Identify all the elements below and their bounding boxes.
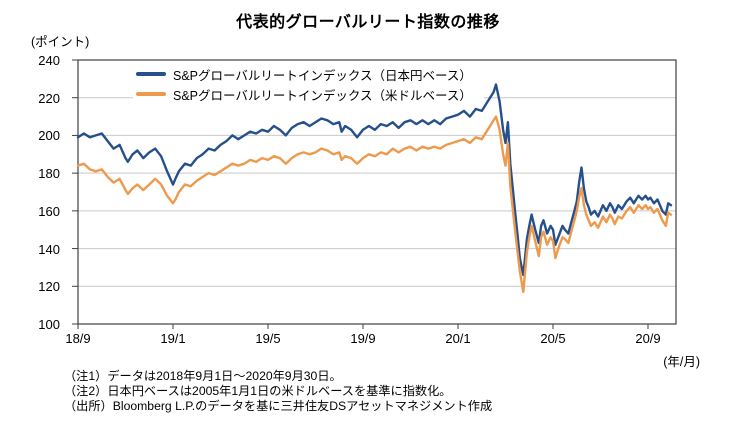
plot-border: [77, 59, 677, 325]
legend-item-jpy-base: S&Pグローバルリートインデックス（日本円ベース）: [133, 64, 484, 84]
x-axis-label-20/1: 20/1: [445, 331, 471, 346]
x-axis-label-18/9: 18/9: [65, 331, 91, 346]
y-axis-label-100: 100: [38, 317, 60, 332]
y-axis-label-180: 180: [38, 166, 60, 182]
y-axis-label-140: 140: [38, 241, 60, 257]
legend-label-usd: S&Pグローバルリートインデックス（米ドルベース）: [173, 88, 472, 103]
x-axis-label-20/5: 20/5: [540, 331, 566, 346]
legend: S&Pグローバルリートインデックス（日本円ベース） S&Pグローバルリートインデ…: [133, 64, 484, 104]
x-axis-unit-label: (年/月): [663, 355, 700, 369]
y-axis-label-200: 200: [38, 128, 60, 144]
y-axis-label-220: 220: [38, 90, 60, 106]
x-axis-label-20/9: 20/9: [635, 331, 661, 346]
y-axis-label-160: 160: [38, 203, 60, 219]
x-axis-label-19/5: 19/5: [255, 331, 281, 346]
legend-item-usd-base: S&Pグローバルリートインデックス（米ドルベース）: [133, 84, 484, 104]
y-axis-unit-label: (ポイント): [31, 35, 90, 49]
footnote-3: （出所）Bloomberg L.P.のデータを基に三井住友DSアセットマネジメン…: [64, 398, 493, 413]
y-axis-label-240: 240: [38, 53, 60, 68]
legend-line-swatch-jpy: [136, 72, 166, 76]
footnote-2: （注2）日本円ベースは2005年1月1日の米ドルベースを基準に指数化。: [64, 383, 452, 398]
legend-label-jpy: S&Pグローバルリートインデックス（日本円ベース）: [173, 68, 472, 83]
x-axis-label-19/1: 19/1: [160, 331, 186, 346]
legend-line-swatch-usd: [136, 92, 166, 96]
footnotes: （注1）データは2018年9月1日～2020年9月30日。 （注2）日本円ベース…: [64, 369, 492, 413]
footnote-1: （注1）データは2018年9月1日～2020年9月30日。: [64, 369, 342, 383]
series-line-1: [76, 115, 673, 294]
x-axis-label-19/9: 19/9: [350, 331, 376, 346]
y-axis-label-120: 120: [38, 279, 60, 295]
series-line-0: [76, 83, 673, 277]
chart-title: 代表的グローバルリート指数の推移: [236, 14, 500, 31]
